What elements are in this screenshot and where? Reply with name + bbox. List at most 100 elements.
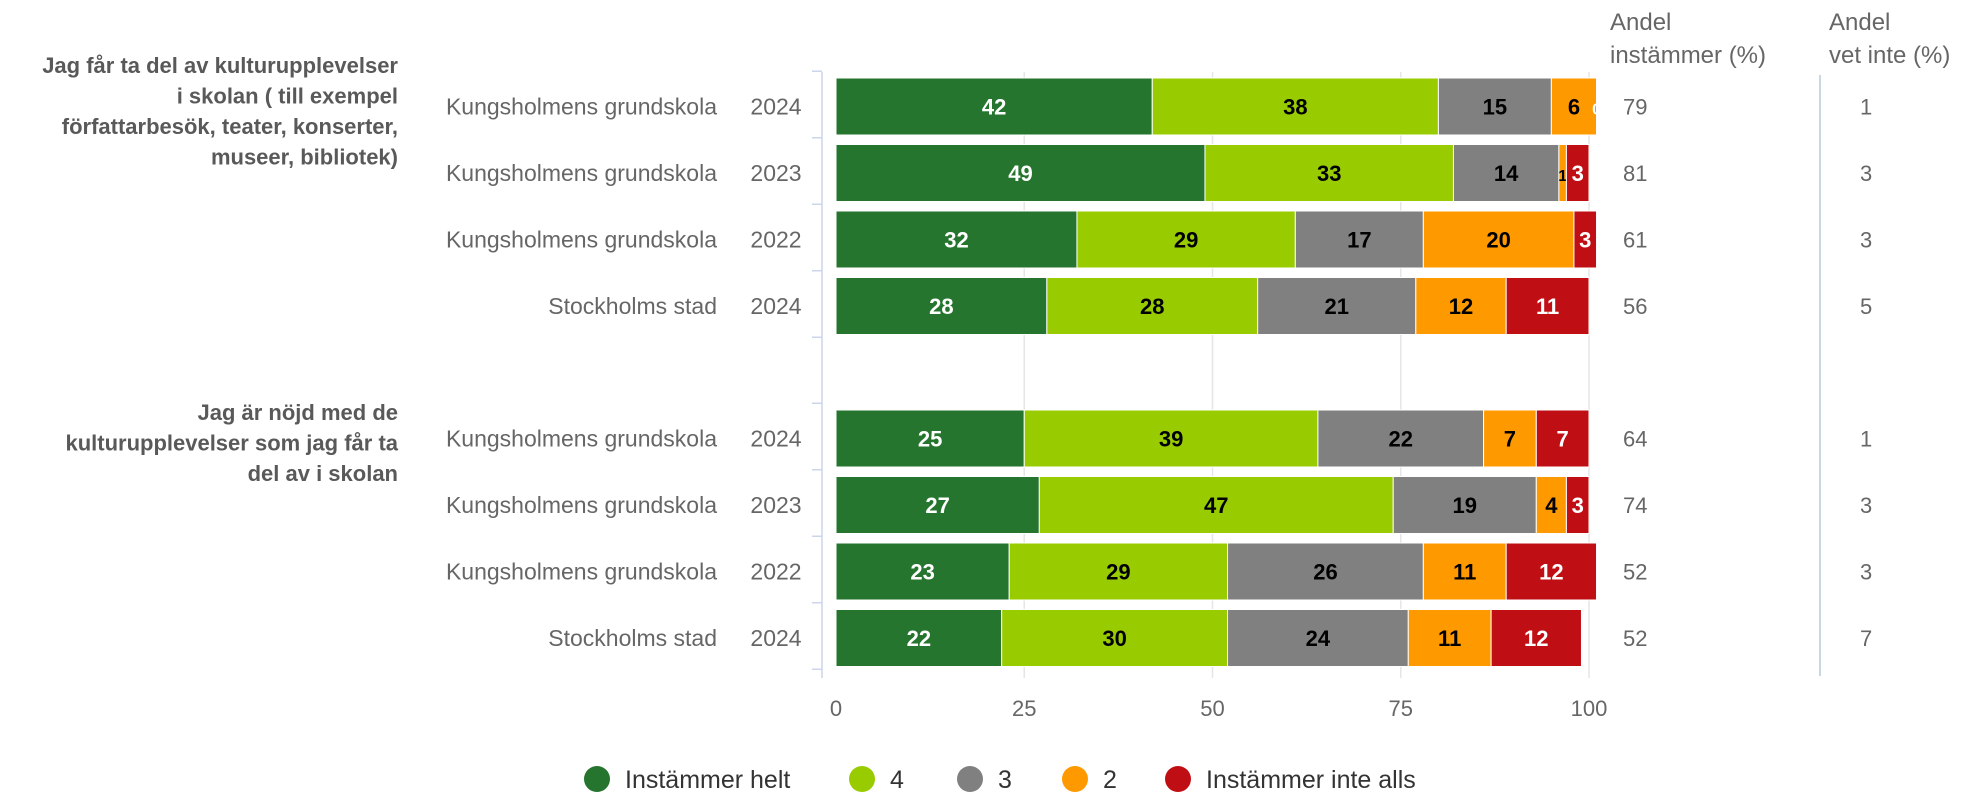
row-unit-label: Kungsholmens grundskola xyxy=(446,94,717,120)
data-label: 19 xyxy=(1453,493,1477,518)
row-year-label: 2024 xyxy=(750,426,801,452)
question-label: Jag är nöjd med de xyxy=(198,400,399,425)
agree-value: 56 xyxy=(1623,294,1647,319)
data-label: 22 xyxy=(907,626,931,651)
x-tick-label: 25 xyxy=(1012,696,1036,721)
agree-value: 81 xyxy=(1623,161,1647,186)
legend-marker xyxy=(1062,766,1088,792)
legend-label: 4 xyxy=(890,766,904,794)
x-tick-label: 0 xyxy=(830,696,842,721)
row-unit-label: Stockholms stad xyxy=(548,293,717,319)
x-tick-label: 75 xyxy=(1389,696,1413,721)
data-label: 21 xyxy=(1325,294,1349,319)
data-label: 7 xyxy=(1557,427,1569,452)
question-label: kulturupplevelser som jag får ta xyxy=(65,431,398,456)
dontknow-value: 1 xyxy=(1860,95,1872,120)
legend-marker xyxy=(957,766,983,792)
dontknow-value: 3 xyxy=(1860,228,1872,253)
data-label: 42 xyxy=(982,95,1006,120)
row-unit-label: Stockholms stad xyxy=(548,625,717,651)
data-label: 28 xyxy=(1140,294,1164,319)
dontknow-value: 3 xyxy=(1860,161,1872,186)
data-label: 6 xyxy=(1568,95,1580,120)
data-label: 25 xyxy=(918,427,942,452)
agree-value: 61 xyxy=(1623,228,1647,253)
row-unit-label: Kungsholmens grundskola xyxy=(446,160,717,186)
row-year-label: 2024 xyxy=(750,625,801,651)
data-label: 12 xyxy=(1524,626,1548,651)
data-label: 7 xyxy=(1504,427,1516,452)
legend-marker xyxy=(584,766,610,792)
legend-marker xyxy=(1165,766,1191,792)
data-label: 11 xyxy=(1453,560,1476,585)
x-tick-label: 100 xyxy=(1571,696,1608,721)
row-unit-label: Kungsholmens grundskola xyxy=(446,492,717,518)
question-label: i skolan ( till exempel xyxy=(177,84,398,109)
data-label: 1 xyxy=(1558,168,1567,185)
agree-column-header: instämmer (%) xyxy=(1610,42,1766,69)
dontknow-value: 5 xyxy=(1860,294,1872,319)
data-label: 49 xyxy=(1008,161,1032,186)
data-label: 14 xyxy=(1494,161,1519,186)
x-tick-label: 50 xyxy=(1200,696,1224,721)
data-label: 3 xyxy=(1572,161,1584,186)
data-label: 47 xyxy=(1204,493,1228,518)
agree-value: 52 xyxy=(1623,560,1647,585)
data-label: 3 xyxy=(1579,228,1591,253)
dontknow-column-header: vet inte (%) xyxy=(1829,42,1950,69)
data-label: 4 xyxy=(1545,493,1558,518)
question-label: del av i skolan xyxy=(248,461,398,486)
agree-value: 79 xyxy=(1623,95,1647,120)
data-label: 29 xyxy=(1106,560,1130,585)
question-label: museer, bibliotek) xyxy=(211,145,398,170)
agree-value: 64 xyxy=(1623,427,1647,452)
dontknow-value: 3 xyxy=(1860,493,1872,518)
data-label: 32 xyxy=(944,228,968,253)
data-label: 15 xyxy=(1483,95,1507,120)
row-unit-label: Kungsholmens grundskola xyxy=(446,426,717,452)
data-label: 22 xyxy=(1389,427,1413,452)
dontknow-value: 1 xyxy=(1860,427,1872,452)
agree-value: 74 xyxy=(1623,493,1647,518)
agree-column-header: Andel xyxy=(1610,9,1671,36)
data-label: 39 xyxy=(1159,427,1183,452)
row-unit-label: Kungsholmens grundskola xyxy=(446,559,717,585)
data-label: 23 xyxy=(910,560,934,585)
data-label: 12 xyxy=(1449,294,1473,319)
legend-label: Instämmer helt xyxy=(625,766,790,794)
data-label: 24 xyxy=(1306,626,1331,651)
data-label: 11 xyxy=(1438,626,1461,651)
data-label: 38 xyxy=(1283,95,1307,120)
data-label: 3 xyxy=(1572,493,1584,518)
question-label: Jag får ta del av kulturupplevelser xyxy=(42,53,398,78)
data-label: 0 xyxy=(1592,102,1601,119)
row-year-label: 2024 xyxy=(750,94,801,120)
legend-label: 2 xyxy=(1103,766,1117,794)
data-label: 29 xyxy=(1174,228,1198,253)
row-year-label: 2023 xyxy=(750,492,801,518)
agree-value: 52 xyxy=(1623,626,1647,651)
data-label: 20 xyxy=(1486,228,1510,253)
legend-marker xyxy=(849,766,875,792)
dontknow-value: 3 xyxy=(1860,560,1872,585)
question-label: författarbesök, teater, konserter, xyxy=(62,114,398,139)
dontknow-column-header: Andel xyxy=(1829,9,1890,36)
row-unit-label: Kungsholmens grundskola xyxy=(446,227,717,253)
row-year-label: 2022 xyxy=(750,227,801,253)
legend-label: Instämmer inte alls xyxy=(1206,766,1416,794)
data-label: 26 xyxy=(1313,560,1337,585)
row-year-label: 2024 xyxy=(750,293,801,319)
dontknow-value: 7 xyxy=(1860,626,1872,651)
data-label: 33 xyxy=(1317,161,1341,186)
data-label: 30 xyxy=(1102,626,1126,651)
data-label: 11 xyxy=(1536,294,1559,319)
data-label: 12 xyxy=(1539,560,1563,585)
row-year-label: 2022 xyxy=(750,559,801,585)
data-label: 17 xyxy=(1347,228,1371,253)
data-label: 28 xyxy=(929,294,953,319)
row-year-label: 2023 xyxy=(750,160,801,186)
legend-label: 3 xyxy=(998,766,1012,794)
data-label: 27 xyxy=(925,493,949,518)
